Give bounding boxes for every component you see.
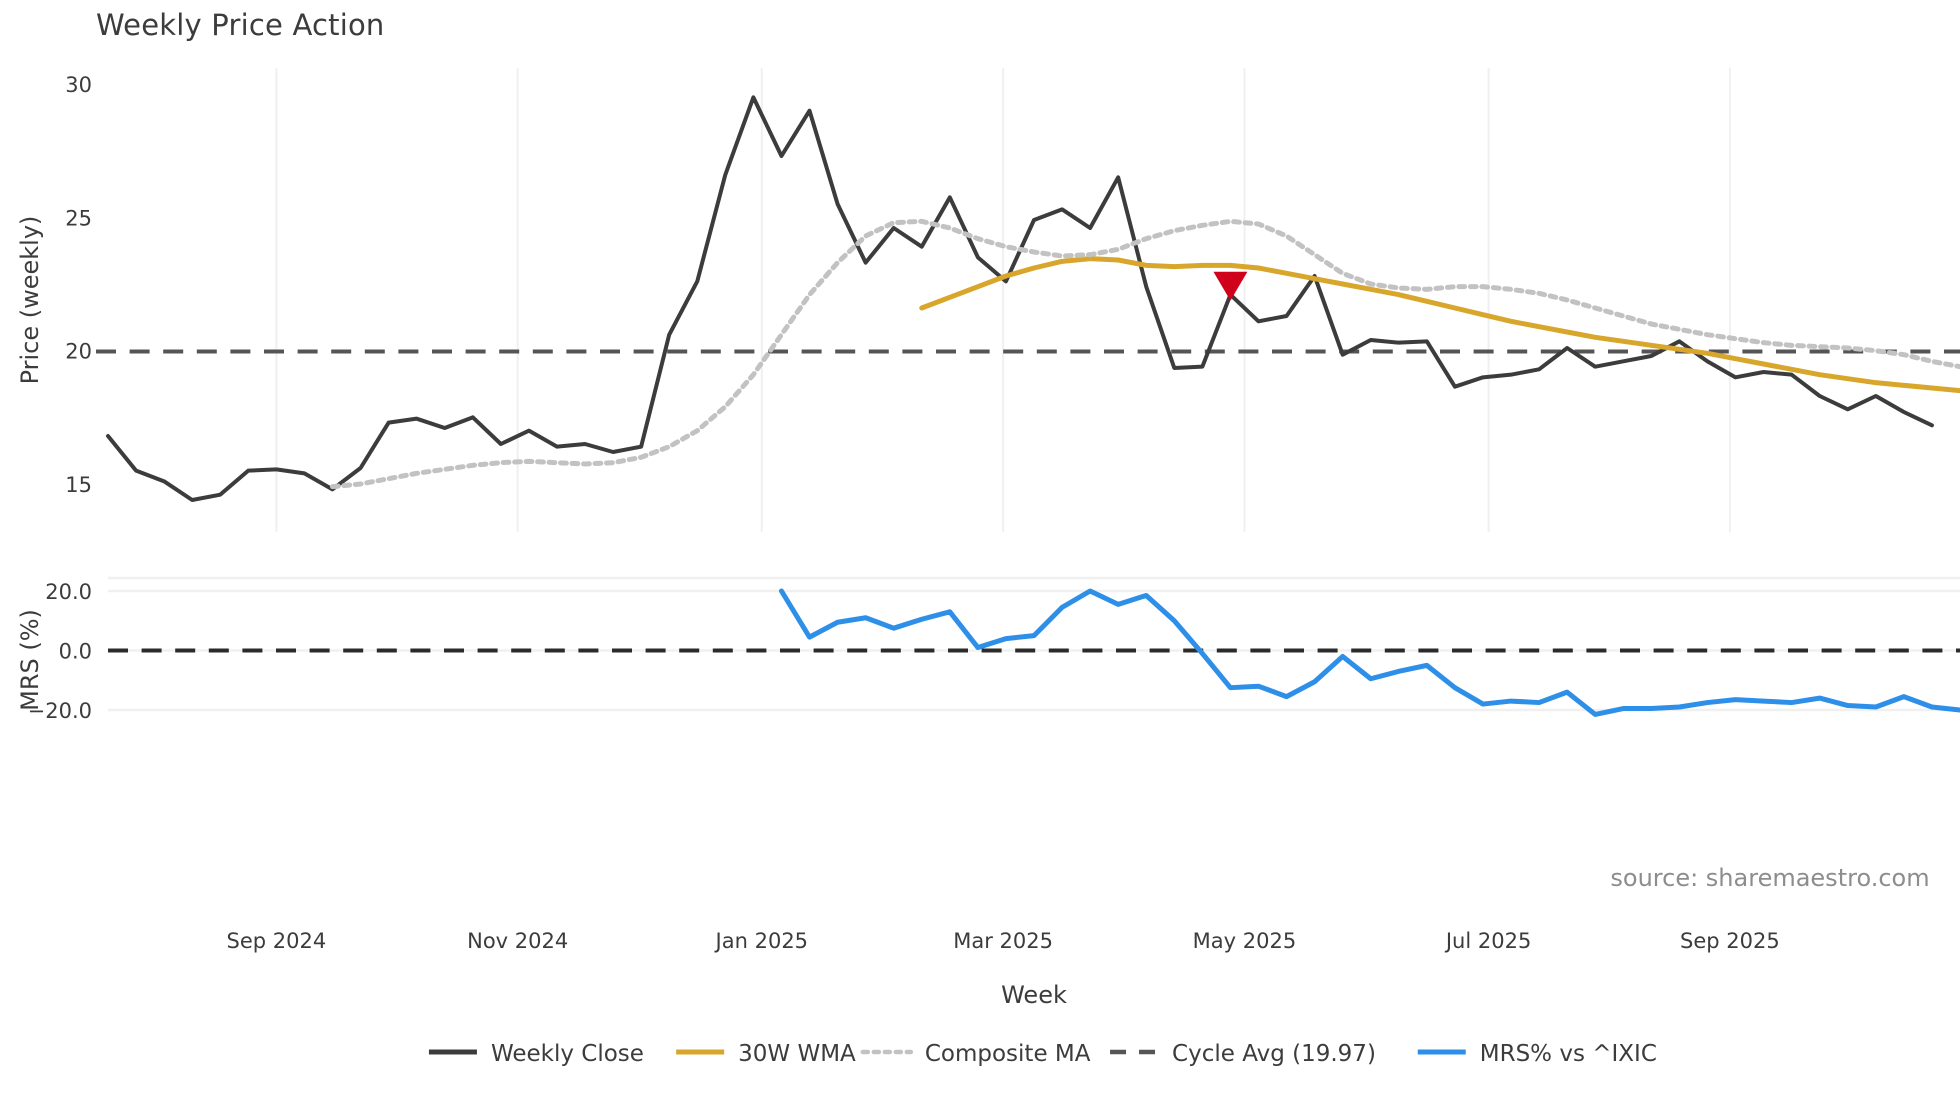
- source-watermark: source: sharemaestro.com: [1610, 864, 1929, 892]
- mrs-axis-label: MRS (%): [16, 609, 44, 711]
- gridlines-layer: [108, 68, 1960, 712]
- axis-titles-layer: Price (weekly) MRS (%) Week: [16, 216, 1067, 1009]
- watermark-text: source: sharemaestro.com: [1610, 864, 1929, 892]
- price-y-tick-label: 20: [65, 340, 92, 364]
- marker-sell-signal: [1213, 271, 1248, 301]
- reference-lines: [96, 349, 1960, 653]
- legend-item-composite-ma[interactable]: Composite MA: [860, 1041, 1091, 1067]
- x-tick-label: Sep 2025: [1680, 929, 1780, 953]
- chart-title: Weekly Price Action: [96, 8, 385, 42]
- price-y-tick-label: 15: [65, 473, 92, 497]
- x-tick-label: Jan 2025: [714, 929, 809, 953]
- mrs-y-tick-label: −20.0: [28, 699, 92, 723]
- series-composite_ma: [329, 218, 1960, 490]
- x-tick-label: May 2025: [1193, 929, 1297, 953]
- legend-item-cycle-avg-19-97[interactable]: Cycle Avg (19.97): [1110, 1041, 1376, 1067]
- legend-label: 30W WMA: [738, 1041, 856, 1067]
- series-wma30: [919, 256, 1960, 394]
- x-tick-label: Nov 2024: [467, 929, 568, 953]
- price-y-tick-label: 25: [65, 206, 92, 230]
- x-tick-label: Sep 2024: [227, 929, 327, 953]
- tick-labels-layer: 30 25 20 15 20.0 0.0 −20.0 Sep 2024 Nov 2024 Jan …: [28, 73, 1780, 953]
- x-axis-label: Week: [1001, 981, 1067, 1009]
- price-axis-label: Price (weekly): [16, 216, 44, 385]
- series-mrs: [778, 588, 1960, 717]
- legend-label: Composite MA: [925, 1041, 1091, 1067]
- series-layer: [106, 95, 1960, 717]
- x-tick-label: Jul 2025: [1444, 929, 1531, 953]
- legend-label: MRS% vs ^IXIC: [1480, 1041, 1657, 1067]
- series-weekly_close: [106, 95, 1934, 502]
- legend-item-30w-wma[interactable]: 30W WMA: [676, 1041, 856, 1067]
- legend-item-weekly-close[interactable]: Weekly Close: [428, 1041, 644, 1067]
- price-y-tick-label: 30: [65, 73, 92, 97]
- legend-label: Weekly Close: [491, 1041, 644, 1067]
- legend-item-mrs-vs-ixic[interactable]: MRS% vs ^IXIC: [1417, 1041, 1657, 1067]
- x-tick-label: Mar 2025: [953, 929, 1053, 953]
- markers-layer: [1213, 271, 1248, 301]
- mrs-y-tick-label: 20.0: [45, 580, 92, 604]
- legend-label: Cycle Avg (19.97): [1172, 1041, 1376, 1067]
- legend[interactable]: Weekly Close 30W WMA Composite MA Cycle Avg…: [428, 1041, 1657, 1067]
- mrs-y-tick-label: 0.0: [59, 640, 92, 664]
